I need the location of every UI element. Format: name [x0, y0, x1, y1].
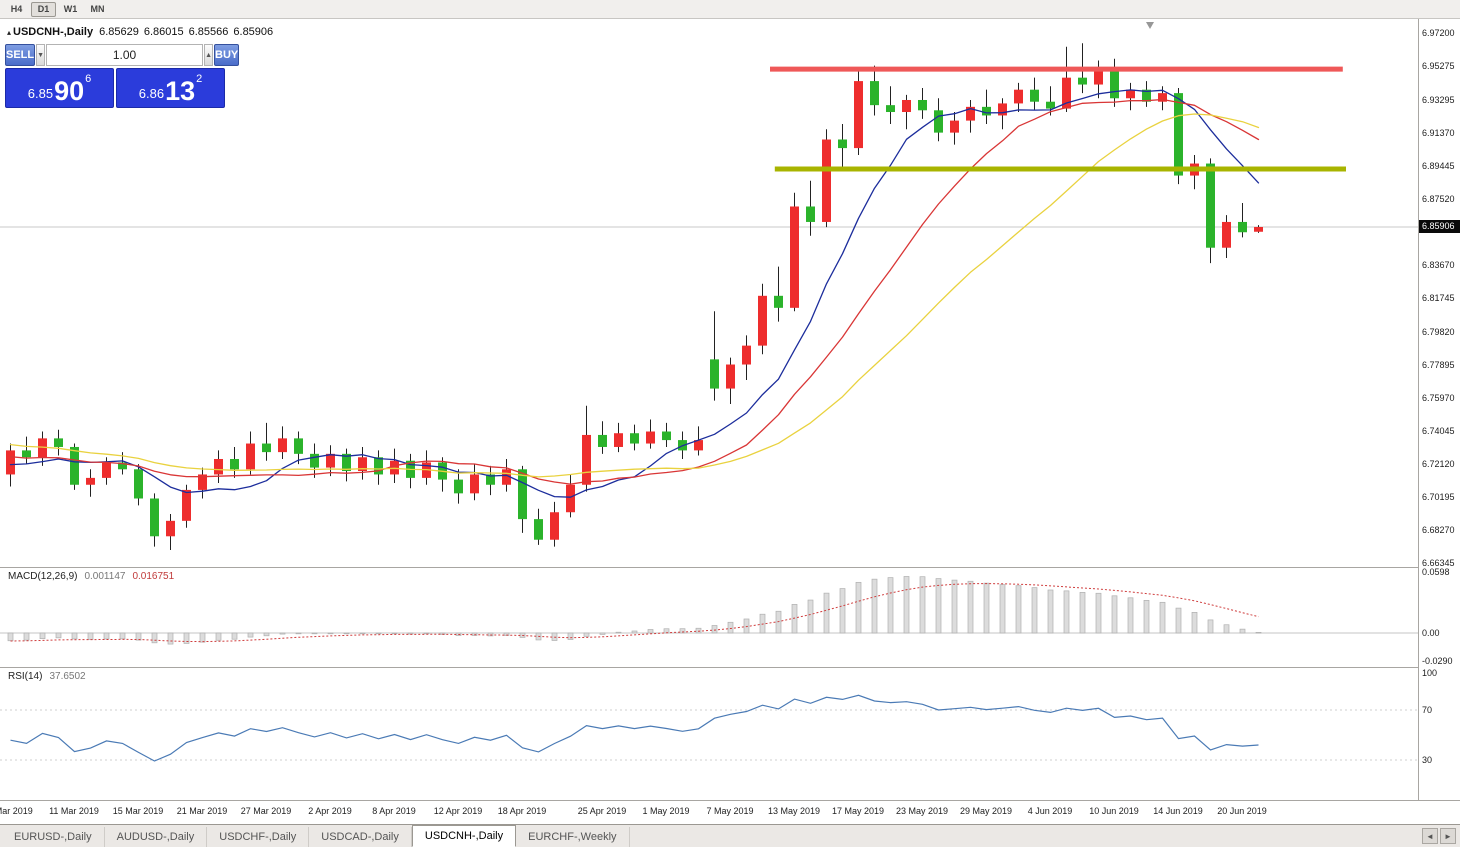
price-axis-label: 6.75970: [1422, 392, 1455, 403]
bid-price-big: 90: [54, 76, 85, 107]
timeframe-button-d1[interactable]: D1: [31, 1, 56, 17]
ohlc-close: 6.85906: [233, 26, 274, 38]
volume-input[interactable]: [46, 44, 204, 66]
time-axis-label: 11 Mar 2019: [49, 806, 99, 816]
chart-marker-icon: ▴: [7, 28, 12, 37]
time-axis[interactable]: 5 Mar 2019 11 Mar 2019 15 Mar 2019 21 Mar 2…: [0, 801, 1418, 823]
chart-tabs: EURUSD-,Daily AUDUSD-,Daily USDCHF-,Daily U…: [0, 825, 630, 847]
macd-main-value: 0.001147: [84, 571, 126, 582]
ohlc-low: 6.85566: [188, 26, 229, 38]
rsi-axis-label: 30: [1422, 755, 1433, 765]
price-axis-label: 6.89445: [1422, 161, 1455, 172]
volume-decrease-button[interactable]: ▼: [36, 44, 46, 66]
price-axis-label: 6.95275: [1422, 61, 1455, 72]
time-axis-label: 15 Mar 2019: [112, 806, 164, 816]
price-axis-label: 6.77895: [1422, 359, 1455, 370]
ask-price-pipette: 2: [196, 73, 203, 85]
tabs-scroll-right-icon[interactable]: ►: [1440, 828, 1456, 844]
timeframe-button-mn[interactable]: MN: [90, 4, 105, 14]
macd-axis-label: 0.00: [1422, 628, 1440, 638]
ohlc-high: 6.86015: [143, 26, 184, 38]
current-price-tag: 6.85906: [1419, 219, 1460, 233]
volume-increase-button[interactable]: ▲: [204, 44, 213, 66]
time-axis-label: 29 May 2019: [959, 806, 1013, 816]
time-axis-label: 23 May 2019: [895, 806, 949, 816]
price-axis[interactable]: 6.97200 6.95275 6.93295 6.91370 6.89445 6.875…: [1419, 19, 1460, 800]
macd-axis-label: 0.0598: [1422, 567, 1450, 577]
time-axis-label: 10 Jun 2019: [1089, 806, 1139, 816]
time-axis-label: 13 May 2019: [767, 806, 821, 816]
price-axis-label: 6.70195: [1422, 491, 1455, 502]
rsi-name: RSI(14): [8, 671, 43, 682]
timeframe-button-h4[interactable]: H4: [10, 4, 23, 14]
price-axis-label: 6.87520: [1422, 194, 1455, 205]
macd-name: MACD(12,26,9): [8, 571, 78, 582]
rsi-value: 37.6502: [49, 671, 86, 682]
chart-tab-eurchf[interactable]: EURCHF-,Weekly: [516, 827, 630, 847]
time-axis-label: 14 Jun 2019: [1153, 806, 1203, 816]
timeframe-button-w1[interactable]: W1: [63, 4, 78, 14]
time-axis-label: 12 Apr 2019: [433, 806, 483, 816]
one-click-trade-panel: SELL ▼ ▲ BUY 6.85 90 6 6.86 13 2: [5, 44, 240, 108]
tabs-scroll-controls: ◄ ►: [1422, 828, 1460, 847]
chart-tab-usdchf[interactable]: USDCHF-,Daily: [207, 827, 310, 847]
sell-price-button[interactable]: 6.85 90 6: [5, 68, 114, 108]
macd-axis-label: -0.0290: [1422, 656, 1453, 666]
price-axis-label: 6.91370: [1422, 128, 1455, 139]
tabs-scroll-left-icon[interactable]: ◄: [1422, 828, 1438, 844]
time-axis-label: 2 Apr 2019: [308, 806, 352, 816]
price-axis-label: 6.66345: [1422, 558, 1455, 568]
sell-button[interactable]: SELL: [5, 44, 36, 66]
rsi-axis-label: 70: [1422, 705, 1433, 715]
price-axis-label: 6.79820: [1422, 326, 1455, 337]
time-axis-label: 1 May 2019: [642, 806, 690, 816]
time-axis-label: 27 Mar 2019: [240, 806, 292, 816]
chart-tab-audusd[interactable]: AUDUSD-,Daily: [105, 827, 208, 847]
time-axis-label: 4 Jun 2019: [1027, 806, 1073, 816]
price-axis-label: 6.74045: [1422, 425, 1455, 436]
chart-tab-usdcad[interactable]: USDCAD-,Daily: [309, 827, 412, 847]
macd-signal-value: 0.016751: [132, 571, 175, 582]
chart-tab-eurusd[interactable]: EURUSD-,Daily: [2, 827, 105, 847]
rsi-indicator-label: RSI(14) 37.6502: [8, 671, 86, 682]
time-axis-label: 17 May 2019: [831, 806, 885, 816]
ohlc-open: 6.85629: [99, 26, 139, 38]
ask-price-big: 13: [165, 76, 196, 107]
macd-indicator-label: MACD(12,26,9) 0.001147 0.016751: [8, 571, 174, 582]
bid-price-pipette: 6: [85, 73, 92, 85]
price-axis-label: 6.83670: [1422, 260, 1455, 271]
timeframe-toolbar: H4 D1 W1 MN: [0, 0, 1460, 19]
ask-price-prefix: 6.86: [138, 86, 165, 101]
price-axis-label: 6.81745: [1422, 293, 1455, 304]
buy-price-button[interactable]: 6.86 13 2: [116, 68, 225, 108]
chart-tab-usdcnh[interactable]: USDCNH-,Daily: [411, 825, 517, 847]
time-axis-label: 18 Apr 2019: [497, 806, 547, 816]
price-axis-label: 6.68270: [1422, 524, 1455, 535]
price-axis-label: 6.97200: [1422, 28, 1455, 38]
chart-tabs-bar: EURUSD-,Daily AUDUSD-,Daily USDCHF-,Daily U…: [0, 824, 1460, 847]
time-axis-label: 21 Mar 2019: [176, 806, 228, 816]
bid-price-prefix: 6.85: [27, 86, 54, 101]
time-axis-label: 8 Apr 2019: [372, 806, 416, 816]
time-axis-label: 7 May 2019: [706, 806, 754, 816]
rsi-axis-label: 100: [1422, 667, 1438, 678]
chart-shift-marker-icon: [1146, 22, 1154, 29]
chart-symbol-label: USDCNH-,Daily: [13, 26, 94, 38]
time-axis-label: 25 Apr 2019: [577, 806, 627, 816]
price-axis-label: 6.72120: [1422, 458, 1455, 469]
chart-ohlc-header: ▴ USDCNH-,Daily 6.85629 6.86015 6.85566 6.859…: [7, 26, 278, 38]
price-axis-label: 6.93295: [1422, 95, 1455, 106]
buy-button[interactable]: BUY: [214, 44, 240, 66]
time-axis-label: 5 Mar 2019: [0, 806, 33, 816]
time-axis-label: 20 Jun 2019: [1217, 806, 1267, 816]
